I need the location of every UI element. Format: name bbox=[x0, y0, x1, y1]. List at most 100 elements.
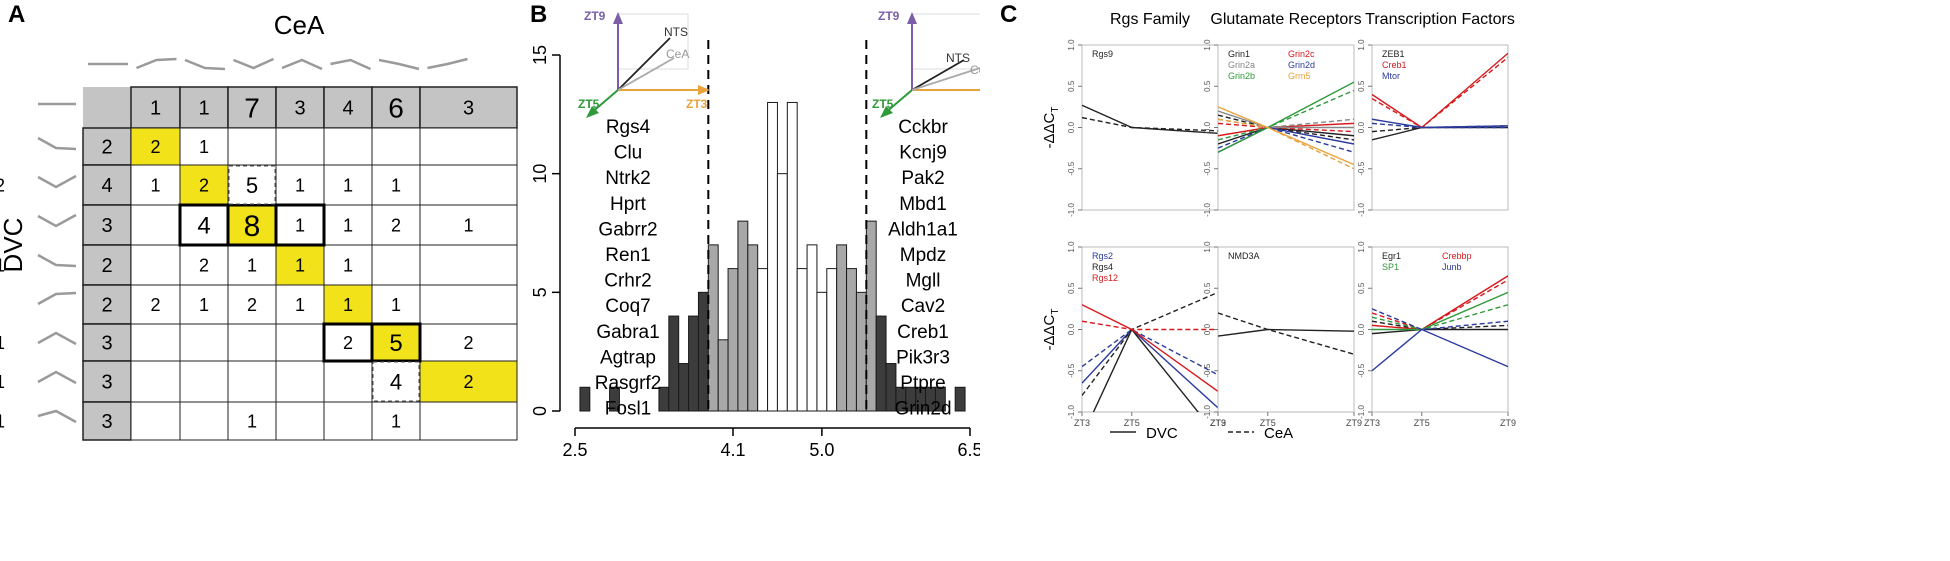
matrix-cell bbox=[179, 323, 229, 362]
dvc-total-value: 3 bbox=[101, 333, 112, 355]
series-line-cea bbox=[1218, 312, 1354, 355]
matrix-cell bbox=[275, 401, 325, 441]
line-plot: 1.0 0.5 0.0 -0.5 -1.0 Grin1 Grin2c Grin2a Grin2d… bbox=[1203, 39, 1355, 217]
matrix-cell-value: 4 bbox=[197, 213, 210, 240]
legend-entry: Rgs4 bbox=[1092, 262, 1113, 272]
histogram-bar bbox=[688, 315, 699, 412]
series-group bbox=[1218, 312, 1354, 355]
legend-entry: Grin2b bbox=[1228, 71, 1255, 81]
dvc-profile-glyph bbox=[37, 331, 77, 346]
cea-total-value: 1 bbox=[198, 98, 209, 120]
matrix-cell-diagonal bbox=[419, 360, 518, 403]
matrix-cell bbox=[130, 204, 181, 246]
matrix-cell bbox=[227, 127, 277, 166]
nts-label: NTS bbox=[664, 25, 688, 39]
gene-label: Crhr2 bbox=[604, 271, 652, 292]
gene-label: Hprt bbox=[610, 194, 647, 215]
y-tick-label: 1.0 bbox=[1067, 39, 1076, 51]
series-line-cea bbox=[1082, 116, 1218, 132]
x-tick-label: ZT5 bbox=[1124, 418, 1140, 428]
dvc-profile-glyph bbox=[37, 409, 77, 424]
series-line-dvc bbox=[1372, 328, 1508, 372]
legend-entry: Rgs2 bbox=[1092, 251, 1113, 261]
gene-label: Pak2 bbox=[901, 168, 944, 189]
histogram-bar bbox=[786, 101, 798, 412]
series-group bbox=[1372, 275, 1508, 372]
dvc-profile-glyph bbox=[37, 174, 77, 189]
matrix-cell bbox=[130, 244, 181, 286]
series-group bbox=[1218, 81, 1354, 170]
y-tick-label: 0.5 bbox=[1357, 80, 1366, 92]
y-tick-label: 5 bbox=[530, 287, 550, 297]
dvc-total-cell bbox=[82, 164, 132, 206]
y-tick-label: 1.0 bbox=[1357, 39, 1366, 51]
gene-label: Aldh1a1 bbox=[888, 219, 958, 240]
gene-label: Mpdz bbox=[900, 245, 946, 266]
matrix-cell-value: 1 bbox=[295, 255, 305, 275]
matrix-cell-diagonal bbox=[227, 204, 277, 246]
matrix-cell-emphasis bbox=[274, 203, 326, 247]
cea-total-cell bbox=[419, 86, 518, 129]
panel-c-label: C bbox=[1000, 1, 1017, 28]
dvc-total-cell bbox=[82, 401, 132, 441]
y-tick-label: -0.5 bbox=[1357, 161, 1366, 175]
cea-total-value: 1 bbox=[150, 98, 161, 120]
gene-label: Creb1 bbox=[897, 322, 949, 343]
y-tick-label: 0.5 bbox=[1203, 80, 1212, 92]
y-tick-label: 0.0 bbox=[1203, 323, 1212, 335]
y-tick-label: 1.0 bbox=[1357, 241, 1366, 253]
zt5-arrowhead bbox=[880, 106, 893, 118]
series-group bbox=[1082, 291, 1218, 412]
matrix-cell bbox=[419, 164, 518, 206]
threshold-lines bbox=[707, 40, 868, 411]
y-tick-label: -0.5 bbox=[1203, 363, 1212, 377]
x-tick-label: ZT9 bbox=[1210, 418, 1226, 428]
matrix-cell bbox=[275, 323, 325, 362]
zt9-arrowhead bbox=[613, 12, 623, 24]
histogram-bars bbox=[579, 101, 966, 412]
matrix-cell bbox=[323, 360, 373, 403]
histogram-bar bbox=[796, 268, 808, 412]
y-tick-label: 1.0 bbox=[1203, 241, 1212, 253]
panel-a: A CeA DVC 117346322141251112348112122111… bbox=[0, 1, 518, 441]
gene-label: Grin2d bbox=[894, 399, 951, 420]
y-tick-label: 0.0 bbox=[1203, 121, 1212, 133]
y-tick-label: 1.0 bbox=[1067, 241, 1076, 253]
gene-list-left: Rgs4 Clu Ntrk2 Hprt Gabrr2 Ren1 Crhr2 Coq7 Gabra… bbox=[595, 117, 662, 420]
matrix-cell-value: 1 bbox=[295, 295, 305, 315]
zt9-label: ZT9 bbox=[584, 9, 606, 23]
histogram-bar bbox=[836, 244, 848, 412]
matrix-cell-value: 2 bbox=[0, 175, 5, 195]
gene-label: Pik3r3 bbox=[896, 347, 950, 368]
histogram-bar bbox=[954, 386, 966, 412]
y-tick-label: -0.5 bbox=[1203, 161, 1212, 175]
matrix-cell bbox=[323, 204, 373, 246]
dvc-total-value: 2 bbox=[101, 295, 112, 317]
matrix-cell bbox=[179, 401, 229, 441]
y-tick-label: 10 bbox=[530, 164, 550, 184]
matrix-cell-diagonal bbox=[275, 244, 325, 286]
matrix-cell-value: 1 bbox=[343, 175, 353, 195]
matrix-cell-value: 1 bbox=[343, 215, 353, 235]
matrix-cell-value: 1 bbox=[199, 137, 209, 157]
dvc-total-cell bbox=[82, 284, 132, 325]
series-line-cea bbox=[1372, 122, 1508, 129]
matrix-cell bbox=[227, 360, 277, 403]
dvc-profile-glyph bbox=[37, 291, 77, 306]
matrix-cell bbox=[275, 204, 325, 246]
histogram-bar bbox=[609, 386, 620, 412]
zt9-label: ZT9 bbox=[878, 9, 900, 23]
legend-entry: Rgs9 bbox=[1092, 49, 1113, 59]
matrix-cell bbox=[371, 401, 421, 441]
x-tick-label: ZT5 bbox=[1260, 418, 1276, 428]
line-plot-grid: Rgs Family Glutamate Receptors Transcripti… bbox=[1041, 11, 1516, 428]
legend-entry: Grin2d bbox=[1288, 60, 1315, 70]
matrix-cell bbox=[419, 127, 518, 166]
histogram-bar bbox=[865, 220, 877, 412]
x-tick-label: 5.0 bbox=[809, 440, 834, 460]
y-tick-label: 0.5 bbox=[1067, 80, 1076, 92]
legend-dvc-label: DVC bbox=[1146, 425, 1178, 442]
y-tick-label: 0.0 bbox=[1067, 121, 1076, 133]
y-tick-label: -1.0 bbox=[1357, 203, 1366, 217]
matrix-cell bbox=[179, 360, 229, 403]
